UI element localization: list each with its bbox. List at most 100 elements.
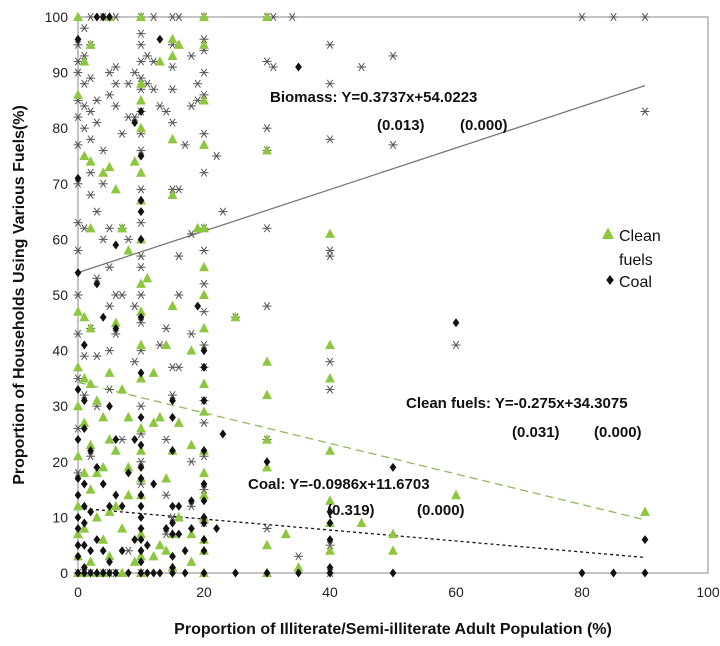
- y-tick-label: 80: [52, 120, 68, 136]
- clean-fuels-point: [85, 322, 96, 333]
- legend: Clean fuels Coal: [601, 227, 661, 291]
- coal-point: [106, 568, 113, 578]
- clean-fuels-point: [73, 528, 83, 539]
- biomass-point: [136, 29, 146, 38]
- biomass-point: [212, 151, 222, 161]
- coal-point: [219, 429, 227, 439]
- coal-point: [137, 535, 145, 545]
- clean-fuels-point: [173, 512, 184, 522]
- clean-fuels-point: [110, 183, 121, 194]
- coal-point: [74, 34, 82, 44]
- clean-fuels-point: [325, 445, 335, 455]
- biomass-point: [325, 40, 335, 49]
- clean-fuels-point: [79, 373, 90, 383]
- coal-point: [295, 62, 302, 72]
- coal-point: [232, 568, 239, 578]
- biomass-point: [92, 352, 102, 361]
- clean-fuels-point: [325, 373, 335, 383]
- coal-point: [93, 462, 101, 472]
- coal-point: [87, 446, 94, 456]
- clean-fuels-point: [123, 489, 134, 500]
- clean-fuels-point: [73, 306, 83, 316]
- coal-point: [74, 512, 82, 522]
- biomass-point: [193, 79, 203, 88]
- coal-point: [93, 279, 101, 289]
- coal-point: [74, 540, 82, 550]
- biomass-point: [136, 218, 146, 227]
- biomass-point: [73, 468, 83, 478]
- clean-fuels-point: [85, 39, 96, 49]
- coal-point: [137, 501, 145, 511]
- biomass-point: [136, 146, 146, 155]
- coal-point: [80, 479, 88, 489]
- coal-point: [169, 446, 176, 456]
- biomass-point: [199, 307, 209, 316]
- clean-fuels-point: [110, 445, 121, 455]
- biomass-point: [86, 452, 96, 461]
- biomass-point: [180, 140, 190, 149]
- coal-point: [169, 568, 176, 578]
- clean-fuels-point: [154, 411, 165, 422]
- legend-clean-fuels-label-line2: fuels: [619, 252, 653, 269]
- coal-point: [169, 518, 176, 528]
- y-tick-label: 40: [52, 343, 68, 359]
- biomass-point: [168, 390, 177, 400]
- biomass-point: [98, 146, 108, 155]
- x-tick-label: 20: [196, 584, 212, 600]
- clean-fuels-point: [136, 528, 146, 539]
- clean-fuels-point: [73, 361, 83, 372]
- coal-point: [137, 151, 145, 161]
- clean-fuels-point: [640, 506, 650, 516]
- biomass-point: [199, 68, 209, 77]
- coal-point: [150, 479, 157, 489]
- clean-fuels-point: [199, 406, 209, 416]
- clean-fuels-point: [167, 300, 178, 311]
- coal-point: [188, 496, 195, 506]
- coal-point: [200, 546, 208, 556]
- biomass-point: [199, 340, 209, 350]
- biomass-point: [287, 12, 297, 22]
- legend-clean-fuels-label: Clean: [619, 228, 661, 245]
- biomass-point: [73, 57, 83, 66]
- coal-point: [106, 501, 113, 511]
- clean-fuels-point: [199, 39, 209, 49]
- clean-fuels-point: [325, 495, 335, 505]
- y-tick-label: 10: [52, 509, 68, 525]
- biomass-point: [325, 385, 335, 394]
- coal-point: [137, 234, 145, 244]
- biomass-point: [609, 12, 618, 22]
- biomass-point: [168, 62, 177, 72]
- coal-point: [641, 568, 649, 578]
- coal-point: [131, 535, 139, 545]
- clean-fuels-point: [142, 272, 153, 283]
- biomass-point: [130, 357, 140, 366]
- coal-point: [99, 479, 107, 489]
- clean-fuels-point: [73, 89, 83, 99]
- clean-fuels-point: [262, 461, 272, 472]
- coal-point: [200, 346, 208, 356]
- coal-point: [112, 435, 120, 445]
- biomass-point: [86, 168, 96, 177]
- coal-point: [87, 568, 94, 578]
- coal-point: [610, 568, 617, 578]
- biomass-point: [325, 357, 335, 366]
- biomass-point: [117, 129, 127, 138]
- clean-fuels-point: [388, 528, 398, 539]
- clean-fuels-point: [262, 356, 272, 366]
- biomass-point: [73, 374, 83, 383]
- coal-point: [93, 568, 101, 578]
- clean-fuels-point: [186, 345, 197, 355]
- coal-point: [74, 173, 82, 183]
- clean-fuels-point: [173, 39, 184, 49]
- biomass-point: [73, 179, 83, 188]
- clean-fuels-point: [262, 539, 272, 550]
- biomass-point: [136, 318, 146, 327]
- biomass-point: [325, 251, 335, 261]
- clean-fuels-point: [136, 550, 146, 561]
- biomass-point: [640, 12, 650, 22]
- biomass-point: [111, 79, 121, 88]
- biomass-point: [199, 246, 209, 255]
- clean-fuels-point: [136, 278, 146, 288]
- biomass-point: [168, 118, 177, 127]
